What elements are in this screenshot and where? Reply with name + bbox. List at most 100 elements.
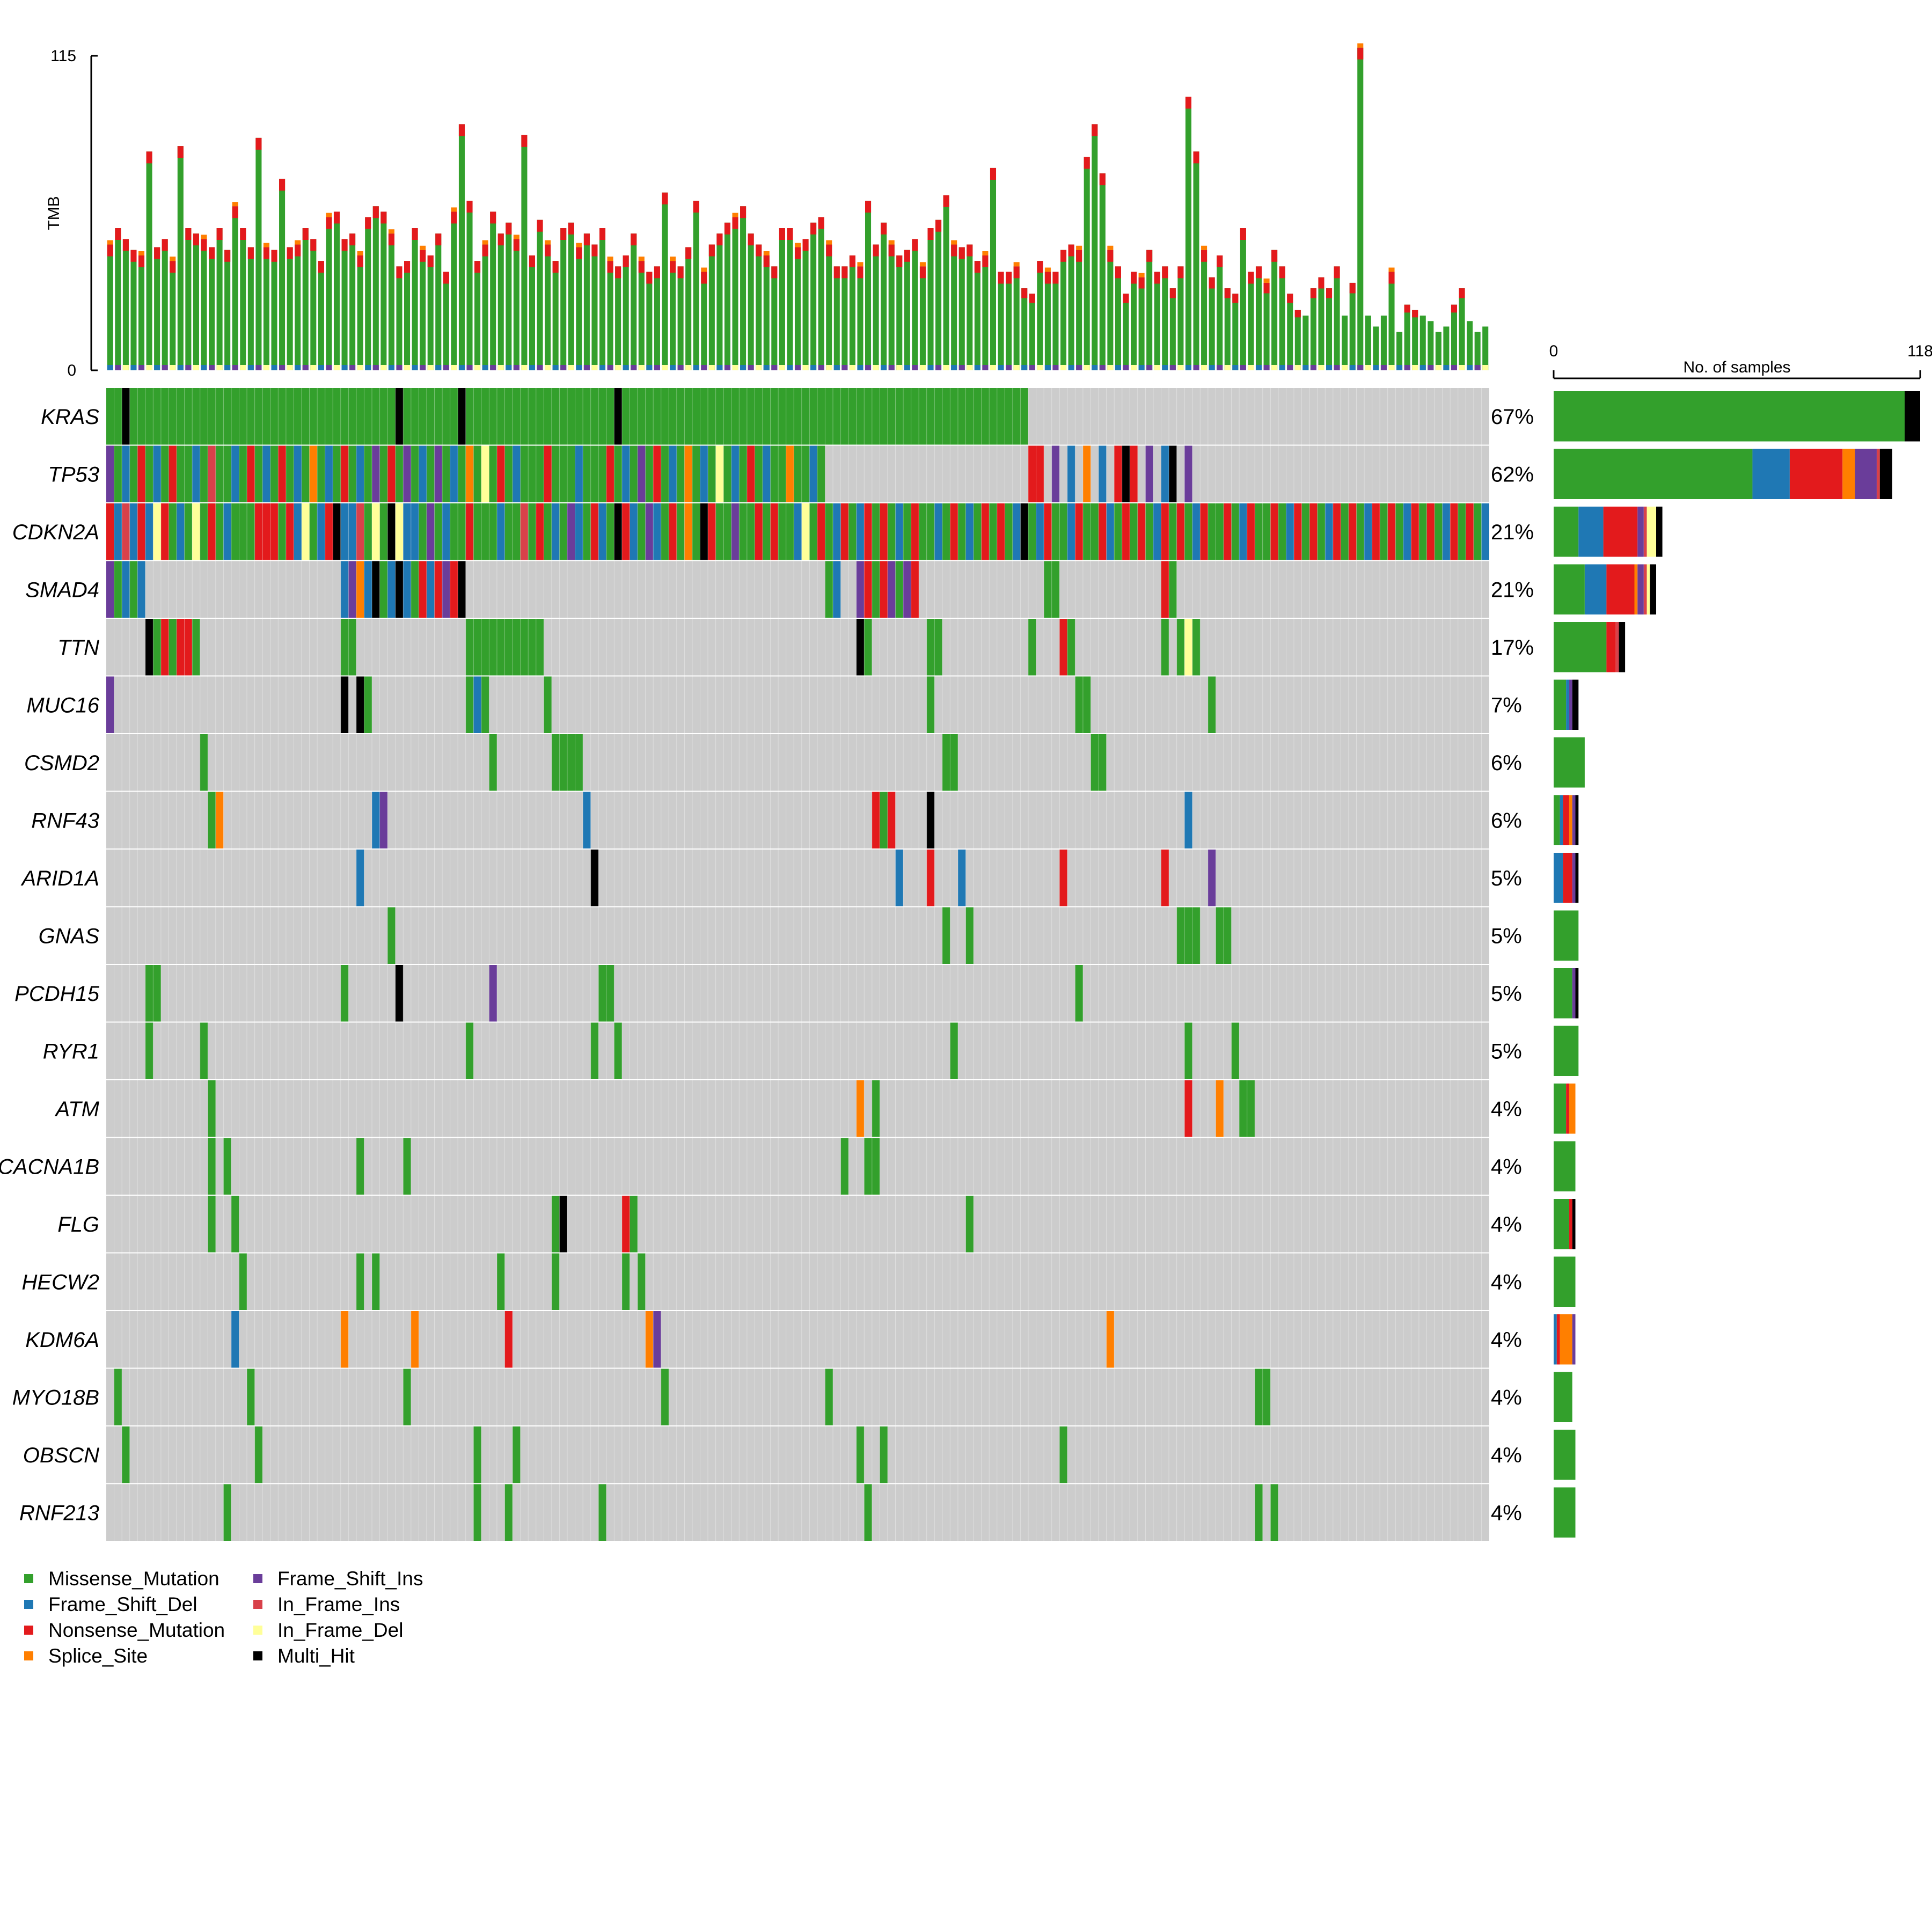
tmb-bar: [716, 233, 723, 370]
tmb-bar-bottom: [701, 365, 707, 370]
tmb-bar-splice: [701, 267, 707, 272]
tmb-bar: [841, 266, 848, 370]
mutation-cell: [419, 503, 427, 560]
mutation-cell: [364, 676, 372, 733]
mutation-cell: [880, 1426, 888, 1483]
mutation-cell: [614, 1022, 622, 1079]
tmb-bar-bottom: [435, 365, 442, 370]
tmb-bar-missense: [1037, 261, 1043, 370]
tmb-bar-missense: [216, 228, 223, 370]
tmb-bar: [1193, 151, 1199, 370]
tmb-bar-missense: [1459, 288, 1465, 370]
mutation-cell: [372, 503, 380, 560]
tmb-bar: [1396, 332, 1403, 370]
mutation-cell: [442, 561, 450, 618]
tmb-bar-missense: [506, 222, 512, 370]
tmb-bar: [763, 251, 770, 370]
tmb-bar-missense: [1123, 294, 1129, 370]
tmb-bar-nonsense: [982, 255, 989, 267]
mutation-cell: [778, 503, 786, 560]
tmb-bar-bottom: [631, 365, 637, 370]
tmb-bar-missense: [888, 244, 895, 370]
tmb-bar: [748, 233, 754, 370]
mutation-cell: [1059, 619, 1067, 676]
tmb-bar: [693, 201, 699, 370]
mutation-cell: [872, 792, 880, 848]
tmb-bar-bottom: [623, 365, 629, 370]
sample-count-bar: [1554, 910, 1579, 961]
legend: Missense_Mutation Frame_Shift_Del Nonsense…: [24, 1568, 423, 1667]
mutation-cell: [974, 503, 982, 560]
sample-count-segment: [1646, 564, 1650, 614]
tmb-bar-missense: [763, 255, 770, 370]
tmb-bar-missense: [255, 137, 262, 370]
tmb-bar-bottom: [1310, 365, 1316, 370]
tmb-bar-nonsense: [529, 255, 536, 267]
gene-row-background: [106, 1253, 1489, 1310]
tmb-bar-nonsense: [146, 151, 152, 164]
mutation-cell: [536, 503, 544, 560]
tmb-bar: [412, 228, 418, 370]
tmb-bar-bottom: [1255, 365, 1262, 370]
tmb-bar-nonsense: [1459, 288, 1465, 298]
tmb-bar: [568, 222, 574, 370]
mutation-cell: [1169, 445, 1177, 502]
tmb-bar-splice: [794, 243, 801, 247]
sample-count-segment: [1554, 507, 1579, 557]
tmb-bar-missense: [1365, 316, 1371, 370]
tmb-bar-bottom: [1388, 365, 1395, 370]
mutation-cell: [747, 503, 755, 560]
mutation-cell: [864, 503, 872, 560]
mutation-cell: [145, 1022, 153, 1079]
tmb-bar-bottom: [670, 365, 676, 370]
tmb-bar-missense: [435, 233, 442, 370]
tmb-bar-missense: [1076, 250, 1082, 370]
mutation-cell: [630, 1196, 638, 1253]
tmb-bar-nonsense: [1092, 124, 1098, 136]
tmb-bar: [185, 228, 192, 370]
sample-count-bar: [1554, 679, 1579, 730]
mutation-cell: [1216, 503, 1224, 560]
tmb-bar-bottom: [1162, 365, 1168, 370]
tmb-bar-nonsense: [1451, 304, 1458, 313]
sample-count-segment: [1572, 679, 1579, 730]
tmb-bar: [1209, 277, 1215, 370]
tmb-bar: [779, 228, 785, 370]
tmb-bar-missense: [631, 233, 637, 370]
tmb-bar: [115, 228, 121, 370]
mutation-cell: [403, 503, 411, 560]
mutation-cell: [270, 503, 279, 560]
tmb-bar-missense: [662, 192, 668, 370]
tmb-bar: [1052, 272, 1059, 370]
tmb-bar-bottom: [1419, 365, 1426, 370]
sample-count-segment: [1650, 564, 1657, 614]
mutation-cell: [559, 503, 567, 560]
tmb-bar-missense: [349, 233, 356, 370]
mutation-cell: [372, 792, 380, 848]
sample-count-segment: [1855, 449, 1877, 499]
mutation-cell: [325, 503, 333, 560]
mutation-cell: [1473, 503, 1482, 560]
mutation-cell: [614, 503, 622, 560]
tmb-bar: [372, 206, 379, 370]
tmb-bar-nonsense: [857, 266, 863, 279]
mutation-cell: [208, 1138, 216, 1195]
tmb-bar-splice: [1201, 245, 1208, 250]
mutation-cell: [208, 445, 216, 502]
gene-row-atm: ATM 4%: [55, 1080, 1522, 1137]
sample-count-segment: [1572, 1199, 1576, 1249]
tmb-bar: [333, 211, 340, 370]
gene-row-rnf213: RNF213 4%: [19, 1484, 1522, 1541]
tmb-bar-nonsense: [1217, 255, 1223, 267]
tmb-bar-missense: [1380, 316, 1387, 370]
tmb-bar-nonsense: [177, 146, 184, 158]
mutation-cell: [723, 503, 731, 560]
tmb-bar-bottom: [1294, 365, 1301, 370]
tmb-bar: [1092, 124, 1098, 371]
mutation-cell: [192, 619, 200, 676]
mutation-cell: [590, 850, 599, 906]
mutation-cell: [1270, 503, 1278, 560]
tmb-bar: [513, 235, 519, 370]
mutation-cell: [379, 792, 388, 848]
gene-row-background: [106, 619, 1489, 676]
